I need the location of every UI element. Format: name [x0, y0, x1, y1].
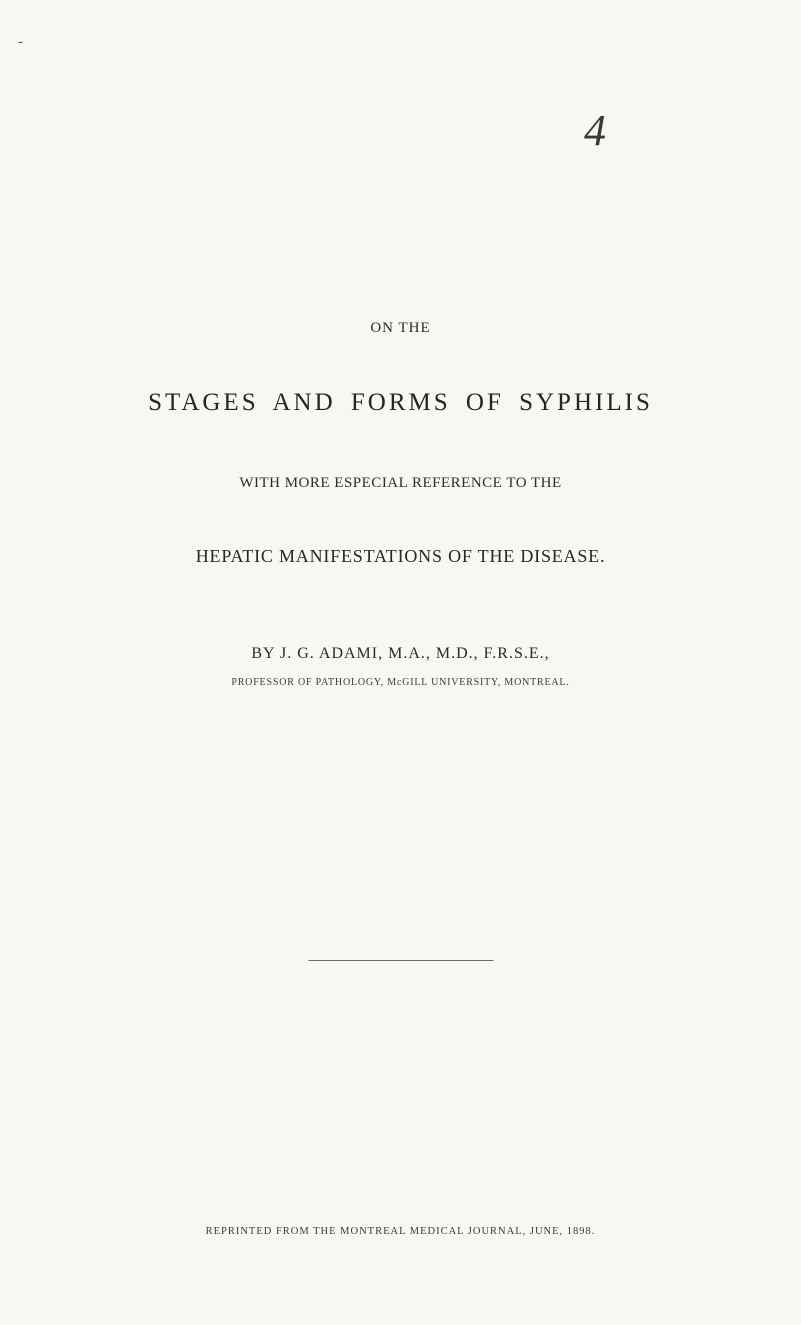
subtitle-line-1: WITH MORE ESPECIAL REFERENCE TO THE: [65, 475, 736, 492]
document-page: - 4 ON THE STAGES AND FORMS OF SYPHILIS …: [0, 0, 801, 1325]
main-title: STAGES AND FORMS OF SYPHILIS: [65, 389, 736, 417]
subtitle-line-2: HEPATIC MANIFESTATIONS OF THE DISEASE.: [65, 546, 736, 567]
reprint-credit: REPRINTED FROM THE MONTREAL MEDICAL JOUR…: [0, 1226, 801, 1237]
author-byline: BY J. G. ADAMI, M.A., M.D., F.R.S.E.,: [65, 645, 736, 663]
handwritten-page-number: 4: [584, 105, 606, 156]
author-affiliation: PROFESSOR OF PATHOLOGY, McGILL UNIVERSIT…: [65, 677, 736, 688]
top-dash-mark: -: [18, 34, 23, 51]
horizontal-divider: [308, 960, 493, 961]
section-label: ON THE: [65, 320, 736, 337]
